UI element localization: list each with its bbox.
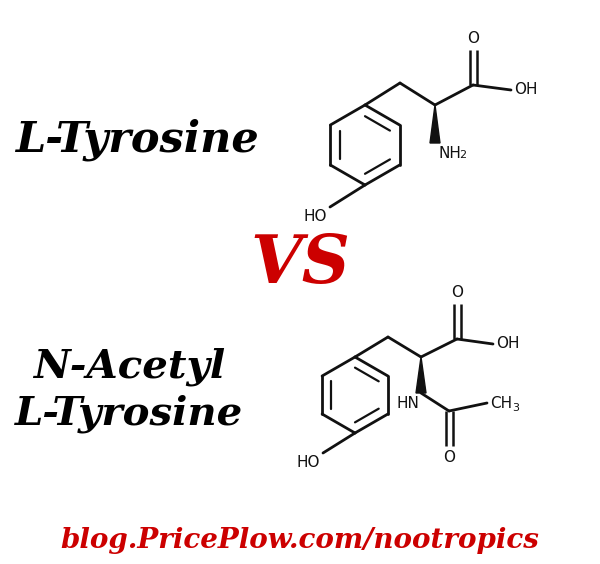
Text: HO: HO	[304, 209, 327, 224]
Text: 2: 2	[459, 150, 466, 160]
Text: O: O	[467, 31, 479, 46]
Text: 3: 3	[512, 403, 519, 413]
Text: CH: CH	[490, 395, 512, 411]
Text: VS: VS	[250, 232, 350, 297]
Text: L-Tyrosine: L-Tyrosine	[15, 119, 259, 161]
Polygon shape	[430, 105, 440, 143]
Text: O: O	[443, 450, 455, 465]
Text: OH: OH	[514, 82, 538, 98]
Text: HO: HO	[296, 455, 320, 470]
Polygon shape	[416, 357, 426, 393]
Text: N-Acetyl
L-Tyrosine: N-Acetyl L-Tyrosine	[15, 347, 243, 433]
Text: OH: OH	[496, 337, 520, 351]
Text: NH: NH	[438, 146, 461, 161]
Text: blog.PricePlow.com/nootropics: blog.PricePlow.com/nootropics	[61, 527, 539, 553]
Text: HN: HN	[396, 396, 419, 411]
Text: O: O	[451, 285, 463, 300]
